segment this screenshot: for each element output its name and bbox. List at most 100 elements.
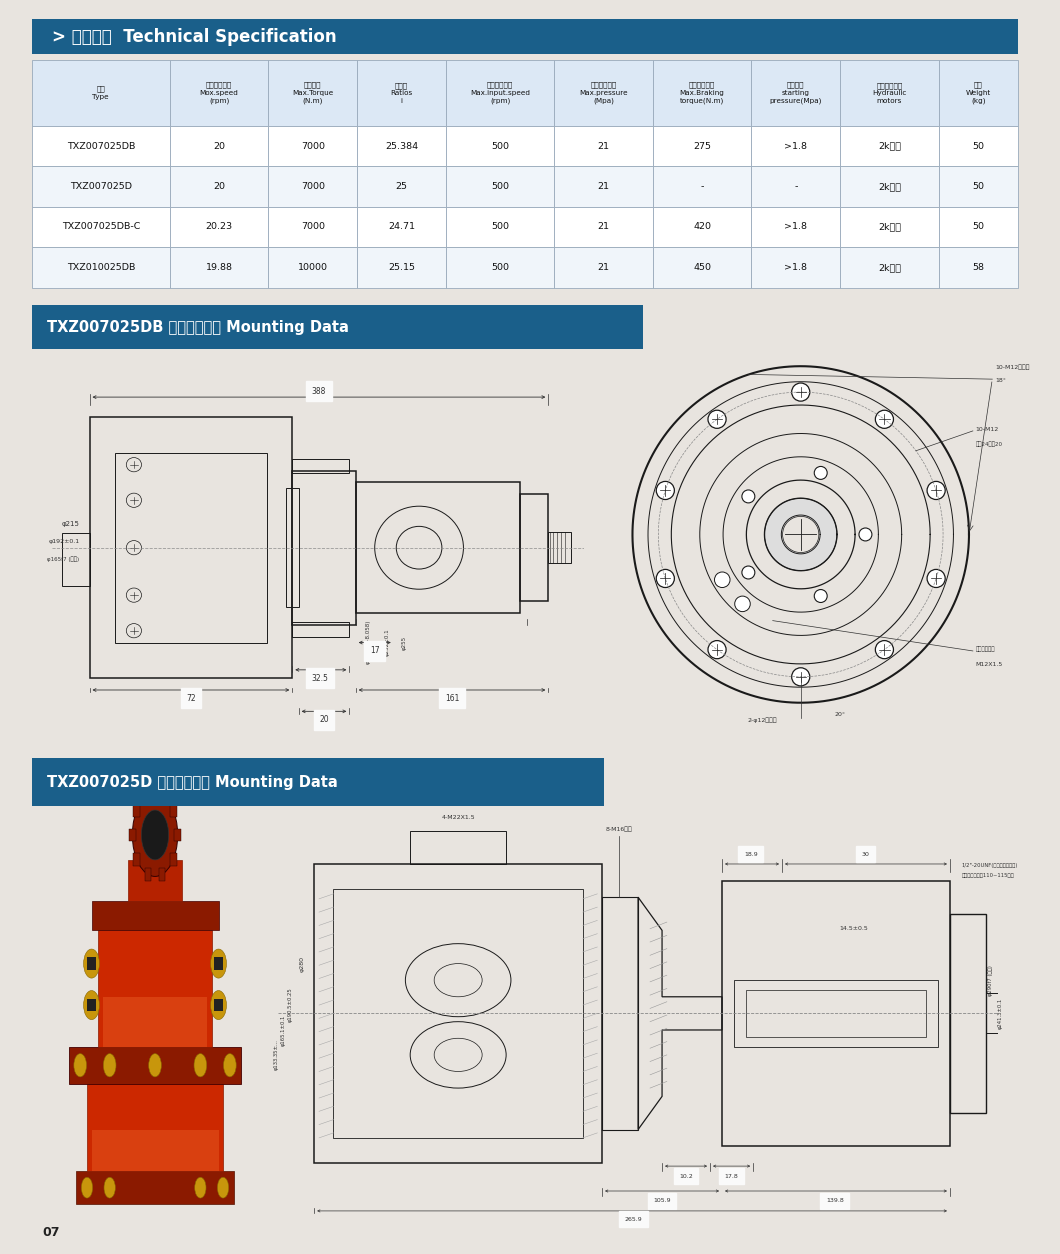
Bar: [841, 167, 939, 207]
Bar: [32, 207, 170, 247]
Bar: [554, 60, 653, 125]
Bar: [170, 247, 268, 287]
Bar: [32, 125, 170, 167]
Bar: [170, 125, 268, 167]
Text: 10000: 10000: [298, 263, 328, 272]
Text: TXZ007025DB-C: TXZ007025DB-C: [61, 222, 140, 232]
Bar: [653, 60, 752, 125]
Text: 开启压力
starting
pressure(Mpa): 开启压力 starting pressure(Mpa): [770, 82, 822, 104]
Bar: [446, 60, 554, 125]
Text: 24.71: 24.71: [388, 222, 414, 232]
Text: 最大扭矩
Max.Torque
(N.m): 最大扭矩 Max.Torque (N.m): [293, 82, 334, 104]
Text: 500: 500: [491, 142, 509, 150]
Text: 重量
Weight
(kg): 重量 Weight (kg): [966, 82, 991, 104]
Text: 型号
Type: 型号 Type: [92, 85, 109, 100]
Text: >1.8: >1.8: [784, 142, 808, 150]
Bar: [357, 167, 446, 207]
Text: TXZ010025DB: TXZ010025DB: [67, 263, 135, 272]
Text: 58: 58: [972, 263, 984, 272]
Text: 减速比
Ratios
i: 减速比 Ratios i: [390, 82, 412, 104]
Bar: [752, 167, 841, 207]
Bar: [357, 60, 446, 125]
Bar: [554, 167, 653, 207]
Bar: [653, 125, 752, 167]
Bar: [170, 167, 268, 207]
Text: 液压马达型号
Hydraulic
motors: 液压马达型号 Hydraulic motors: [872, 82, 906, 104]
Text: 2k系列: 2k系列: [878, 182, 901, 191]
Text: 2k系列: 2k系列: [878, 222, 901, 232]
Text: 2k系列: 2k系列: [878, 142, 901, 150]
Bar: [752, 60, 841, 125]
Bar: [939, 60, 1018, 125]
Text: 25.15: 25.15: [388, 263, 414, 272]
Text: 500: 500: [491, 182, 509, 191]
Bar: [32, 167, 170, 207]
Text: TXZ007025D: TXZ007025D: [70, 182, 131, 191]
Bar: [268, 247, 357, 287]
Text: 21: 21: [598, 263, 609, 272]
Text: -: -: [701, 182, 704, 191]
Bar: [170, 207, 268, 247]
Bar: [268, 207, 357, 247]
Text: 最大使用压力
Max.pressure
(Mpa): 最大使用压力 Max.pressure (Mpa): [579, 82, 628, 104]
Text: 500: 500: [491, 222, 509, 232]
Bar: [752, 125, 841, 167]
Text: 最大输入速度
Max.input.speed
(rpm): 最大输入速度 Max.input.speed (rpm): [470, 82, 530, 104]
Text: 21: 21: [598, 222, 609, 232]
Text: 7000: 7000: [301, 182, 324, 191]
Text: 500: 500: [491, 263, 509, 272]
Bar: [752, 207, 841, 247]
Bar: [554, 247, 653, 287]
Bar: [653, 207, 752, 247]
Text: 25.384: 25.384: [385, 142, 418, 150]
Text: 最大输出速度
Mox.speed
(rpm): 最大输出速度 Mox.speed (rpm): [199, 82, 238, 104]
Text: 7000: 7000: [301, 222, 324, 232]
Text: TXZ007025DB: TXZ007025DB: [67, 142, 135, 150]
Text: 450: 450: [693, 263, 711, 272]
Text: 50: 50: [972, 182, 984, 191]
Text: 420: 420: [693, 222, 711, 232]
Bar: [32, 60, 170, 125]
Bar: [446, 247, 554, 287]
Bar: [841, 207, 939, 247]
Text: 25: 25: [395, 182, 407, 191]
Text: 7000: 7000: [301, 142, 324, 150]
Text: > 技术参数  Technical Specification: > 技术参数 Technical Specification: [52, 28, 336, 45]
Bar: [268, 125, 357, 167]
Text: 50: 50: [972, 142, 984, 150]
Bar: [357, 247, 446, 287]
Bar: [268, 60, 357, 125]
Text: 20: 20: [213, 142, 225, 150]
Text: TXZ007025D 安装联接尺寸 Mounting Data: TXZ007025D 安装联接尺寸 Mounting Data: [47, 775, 337, 790]
Text: 20.23: 20.23: [206, 222, 232, 232]
Text: 20: 20: [213, 182, 225, 191]
Text: 21: 21: [598, 142, 609, 150]
Text: 21: 21: [598, 182, 609, 191]
Bar: [939, 207, 1018, 247]
Bar: [841, 247, 939, 287]
Bar: [939, 247, 1018, 287]
Bar: [32, 19, 1018, 54]
Text: 50: 50: [972, 222, 984, 232]
Bar: [170, 60, 268, 125]
Bar: [939, 167, 1018, 207]
Bar: [446, 125, 554, 167]
Text: 最大制动扭矩
Max.Braking
torque(N.m): 最大制动扭矩 Max.Braking torque(N.m): [679, 82, 725, 104]
Bar: [752, 247, 841, 287]
Bar: [554, 207, 653, 247]
Bar: [653, 247, 752, 287]
Bar: [841, 60, 939, 125]
Text: 07: 07: [42, 1226, 60, 1239]
Bar: [357, 125, 446, 167]
Bar: [446, 207, 554, 247]
Bar: [32, 759, 603, 806]
Text: 2k系列: 2k系列: [878, 263, 901, 272]
Bar: [32, 247, 170, 287]
Text: >1.8: >1.8: [784, 263, 808, 272]
Bar: [653, 167, 752, 207]
Text: -: -: [794, 182, 797, 191]
Text: 19.88: 19.88: [206, 263, 232, 272]
Bar: [357, 207, 446, 247]
Bar: [268, 167, 357, 207]
Bar: [32, 305, 643, 349]
